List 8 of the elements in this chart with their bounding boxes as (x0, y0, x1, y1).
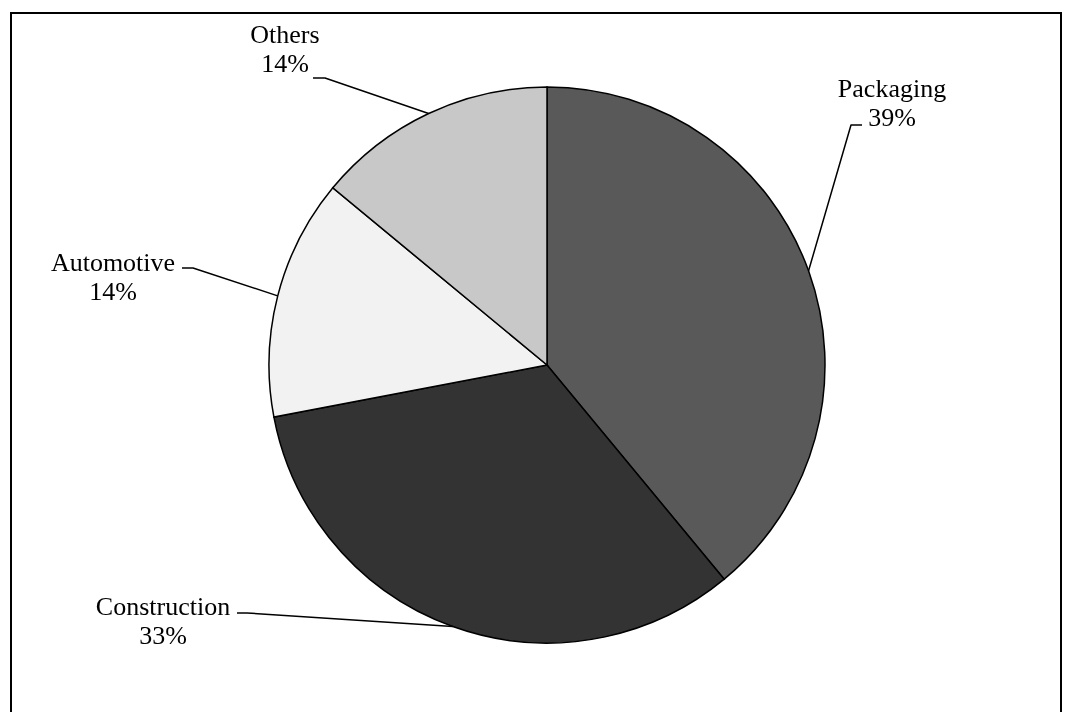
data-label: 14% (261, 48, 309, 78)
data-label: 33% (139, 620, 187, 650)
slice-label: Others (250, 19, 320, 49)
slice-label: Construction (95, 591, 231, 621)
data-label: 14% (89, 276, 137, 306)
slice-label: Automotive (50, 247, 176, 277)
slice-label: Packaging (837, 73, 947, 103)
data-label: 39% (868, 102, 916, 132)
